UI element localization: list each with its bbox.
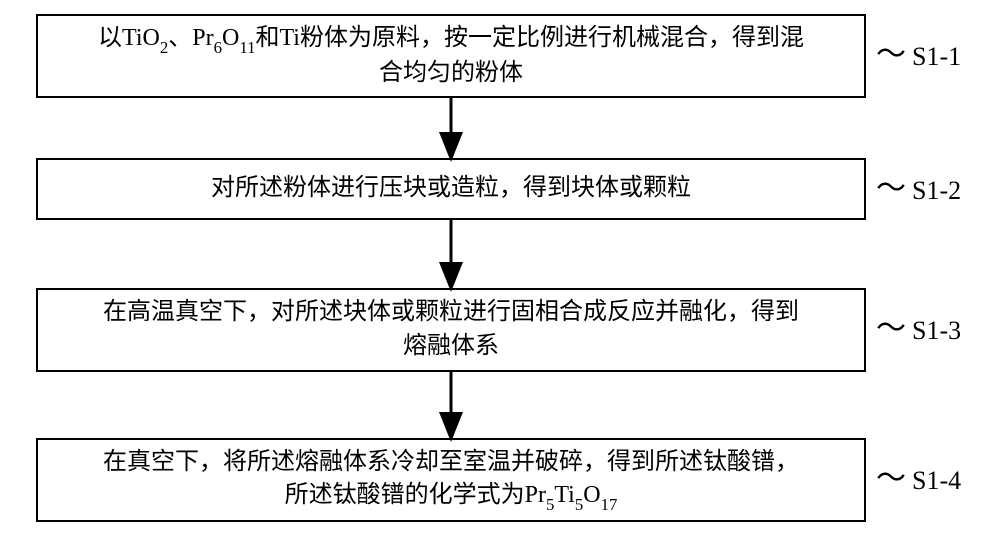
step-label-s1-3: S1-3 <box>912 316 961 346</box>
flow-step-text: 对所述粉体进行压块或造粒，得到块体或颗粒 <box>211 172 691 206</box>
flow-step-s1-4: 在真空下，将所述熔融体系冷却至室温并破碎，得到所述钛酸镨，所述钛酸镨的化学式为P… <box>36 438 866 522</box>
flow-step-text: 在高温真空下，对所述块体或颗粒进行固相合成反应并融化，得到熔融体系 <box>103 296 799 363</box>
flow-step-s1-2: 对所述粉体进行压块或造粒，得到块体或颗粒 <box>36 158 866 220</box>
connector-tilde: ～ <box>876 174 906 204</box>
flow-step-s1-1: 以TiO2、Pr6O11和Ti粉体为原料，按一定比例进行机械混合，得到混合均匀的… <box>36 14 866 98</box>
step-label-s1-4: S1-4 <box>912 466 961 496</box>
connector-tilde: ～ <box>876 40 906 70</box>
connector-tilde: ～ <box>876 314 906 344</box>
step-label-s1-2: S1-2 <box>912 176 961 206</box>
flow-step-text: 以TiO2、Pr6O11和Ti粉体为原料，按一定比例进行机械混合，得到混合均匀的… <box>98 22 804 91</box>
flow-step-s1-3: 在高温真空下，对所述块体或颗粒进行固相合成反应并融化，得到熔融体系 <box>36 288 866 372</box>
step-label-s1-1: S1-1 <box>912 42 961 72</box>
connector-tilde: ～ <box>876 464 906 494</box>
flow-step-text: 在真空下，将所述熔融体系冷却至室温并破碎，得到所述钛酸镨，所述钛酸镨的化学式为P… <box>103 446 799 515</box>
